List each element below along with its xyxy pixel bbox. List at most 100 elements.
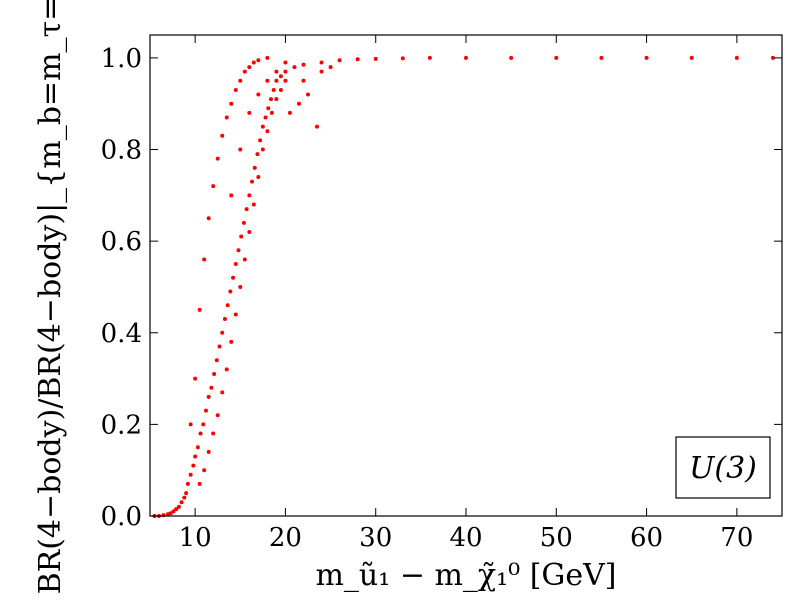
data-point (233, 262, 238, 267)
data-point (233, 87, 238, 92)
data-point (220, 330, 225, 335)
y-tick-label: 0.0 (101, 502, 142, 532)
data-point (319, 60, 324, 65)
data-point (220, 133, 225, 138)
x-tick-label: 60 (630, 523, 663, 553)
data-point (256, 58, 261, 63)
data-point (274, 78, 279, 83)
data-point (238, 284, 243, 289)
x-tick-label: 10 (179, 523, 212, 553)
data-point (427, 55, 432, 60)
data-point (212, 371, 217, 376)
data-point (283, 60, 288, 65)
data-point (250, 179, 255, 184)
data-point (287, 110, 292, 115)
data-point (214, 358, 219, 363)
data-point (256, 92, 261, 97)
data-point (195, 445, 200, 450)
data-point (188, 422, 193, 427)
data-point (238, 78, 243, 83)
x-axis-label: m_ũ₁ − m_χ̃₁⁰ [GeV] (315, 558, 616, 593)
data-point (315, 124, 320, 129)
data-point (247, 110, 252, 115)
data-point (191, 463, 196, 468)
data-point (278, 87, 283, 92)
data-point (260, 124, 265, 129)
data-point (319, 69, 324, 74)
data-point (296, 101, 301, 106)
data-point (211, 431, 216, 436)
y-axis-ticks: 0.0 0.2 0.4 0.6 0.8 1.0 (101, 44, 782, 532)
data-point (231, 275, 236, 280)
data-point (215, 413, 220, 418)
y-tick-label: 0.8 (101, 136, 142, 166)
data-point (197, 307, 202, 312)
data-point (265, 78, 270, 83)
data-point (176, 504, 181, 509)
data-point (184, 491, 189, 496)
data-point (247, 193, 252, 198)
data-point (247, 65, 252, 70)
data-point (247, 229, 252, 234)
data-point (260, 147, 265, 152)
data-point (274, 97, 279, 102)
data-point (278, 74, 283, 79)
data-point (274, 69, 279, 74)
data-point (193, 454, 198, 459)
data-point (241, 220, 246, 225)
x-tick-label: 70 (720, 523, 753, 553)
data-point (215, 156, 220, 161)
data-point (222, 317, 227, 322)
data-point (174, 507, 179, 512)
data-point (256, 175, 261, 180)
data-point (198, 431, 203, 436)
data-point (179, 500, 184, 505)
data-point (206, 216, 211, 221)
x-tick-label: 50 (540, 523, 573, 553)
x-tick-label: 40 (449, 523, 482, 553)
data-point (734, 55, 739, 60)
data-point (283, 78, 288, 83)
y-tick-label: 0.2 (101, 410, 142, 440)
data-point (301, 62, 306, 67)
data-point (400, 56, 405, 61)
legend-text: U(3) (689, 451, 757, 486)
data-point (554, 55, 559, 60)
data-point (239, 234, 244, 239)
data-point (193, 376, 198, 381)
data-point (209, 385, 214, 390)
legend-box (675, 436, 771, 499)
data-point (202, 468, 207, 473)
data-point (252, 165, 257, 170)
data-point (301, 78, 306, 83)
data-point (599, 55, 604, 60)
data-point (238, 147, 243, 152)
data-point (306, 92, 310, 97)
data-point (509, 55, 514, 60)
data-point (464, 55, 468, 60)
data-point (217, 344, 222, 349)
data-point (185, 481, 190, 486)
data-point (644, 55, 649, 60)
data-point (182, 495, 187, 500)
y-axis-label: BR(4−body)/BR(4−body)|_{m_b=m_τ=0} (33, 0, 68, 594)
x-axis-ticks: 10 20 30 40 50 60 70 (179, 35, 753, 553)
data-point (271, 87, 276, 92)
data-point (269, 110, 274, 115)
data-point (268, 97, 273, 102)
data-point (229, 193, 234, 198)
x-tick-label: 30 (359, 523, 392, 553)
data-point (242, 257, 247, 262)
data-point (201, 422, 206, 427)
data-point (265, 129, 270, 134)
data-point (770, 55, 775, 60)
data-point (373, 56, 378, 61)
data-point (251, 60, 256, 65)
data-point (206, 449, 211, 454)
data-point (206, 394, 211, 399)
data-point (236, 248, 241, 253)
data-point (233, 312, 238, 317)
data-point (255, 152, 260, 157)
data-point (263, 115, 268, 120)
